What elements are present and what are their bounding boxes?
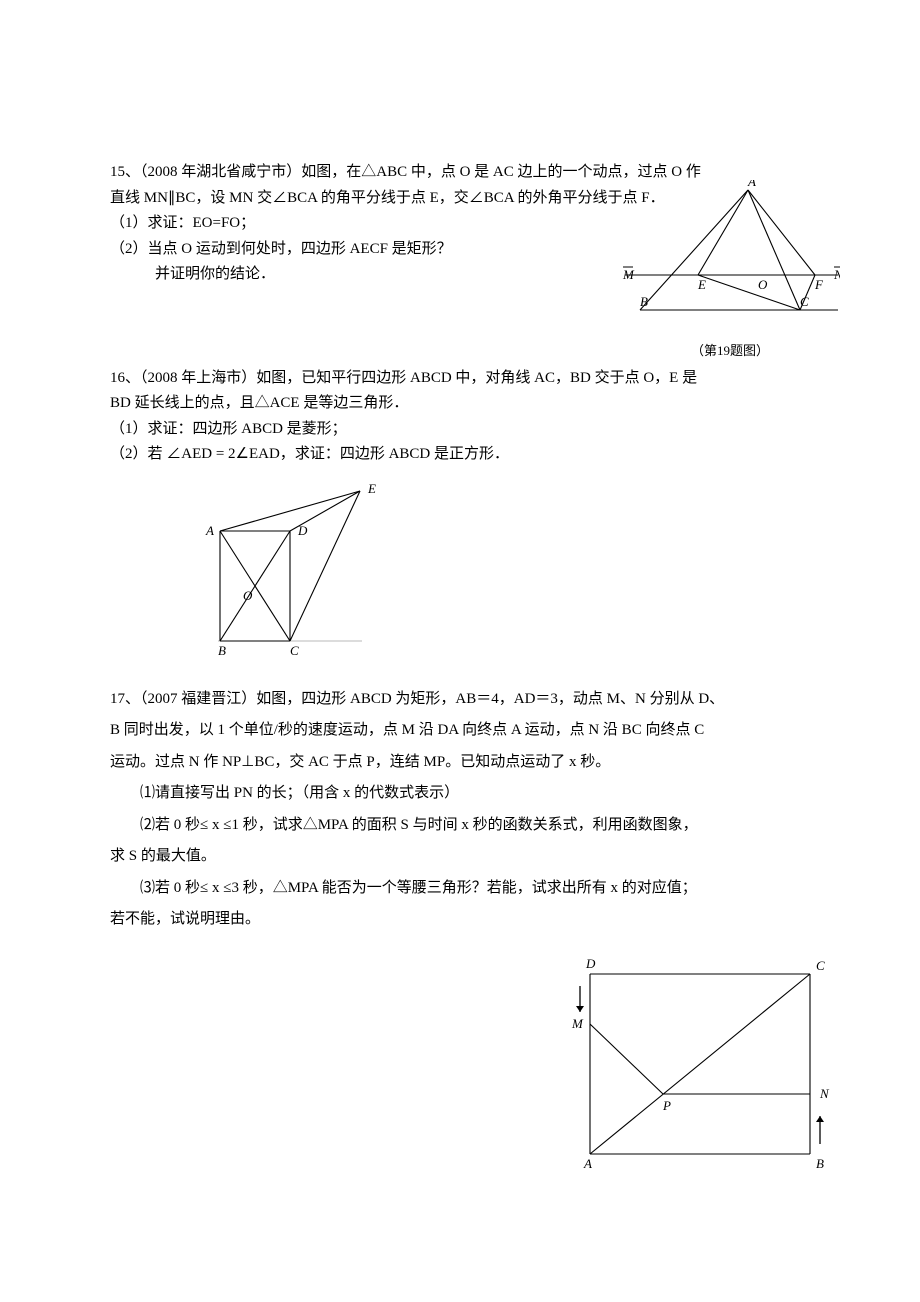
- svg-text:E: E: [697, 277, 706, 292]
- svg-text:C: C: [800, 294, 809, 309]
- svg-text:N: N: [819, 1086, 830, 1101]
- problem-15: 15、（2008 年湖北省咸宁市）如图，在△ABC 中，点 O 是 AC 边上的…: [110, 160, 810, 338]
- svg-text:B: B: [816, 1156, 824, 1171]
- p16-q1: （1）求证：四边形 ABCD 是菱形；: [110, 417, 810, 443]
- svg-text:B: B: [218, 643, 226, 656]
- svg-text:M: M: [622, 267, 635, 282]
- p17-line1: 17、（2007 福建晋江）如图，四边形 ABCD 为矩形，AB＝4，AD＝3，…: [110, 684, 810, 716]
- p16-line1: 16、（2008 年上海市）如图，已知平行四边形 ABCD 中，对角线 AC，B…: [110, 366, 810, 392]
- p15-figure: A B C M N E O F （第19题图）: [620, 180, 840, 362]
- svg-text:P: P: [662, 1098, 671, 1113]
- svg-text:E: E: [367, 481, 376, 496]
- p17-svg: D C A B M N P: [550, 954, 830, 1174]
- p17-line3: 运动。过点 N 作 NP⊥BC，交 AC 于点 P，连结 MP。已知动点运动了 …: [110, 747, 810, 779]
- svg-text:A: A: [583, 1156, 592, 1171]
- svg-text:N: N: [833, 267, 840, 282]
- svg-text:M: M: [571, 1016, 584, 1031]
- p17-line2: B 同时出发，以 1 个单位/秒的速度运动，点 M 沿 DA 向终点 A 运动，…: [110, 715, 810, 747]
- problem-16: 16、（2008 年上海市）如图，已知平行四边形 ABCD 中，对角线 AC，B…: [110, 366, 810, 656]
- svg-text:D: D: [585, 956, 596, 971]
- p17-figure: D C A B M N P: [550, 954, 830, 1187]
- svg-text:O: O: [243, 588, 253, 603]
- svg-text:B: B: [640, 294, 648, 309]
- p15-caption: （第19题图）: [620, 340, 840, 362]
- p17-q3b: 若不能，试说明理由。: [110, 904, 810, 936]
- p17-q2a: ⑵若 0 秒≤ x ≤1 秒，试求△MPA 的面积 S 与时间 x 秒的函数关系…: [110, 810, 810, 842]
- svg-text:A: A: [205, 523, 214, 538]
- p17-q3a: ⑶若 0 秒≤ x ≤3 秒，△MPA 能否为一个等腰三角形？若能，试求出所有 …: [110, 873, 810, 905]
- p15-svg: A B C M N E O F: [620, 180, 840, 330]
- problem-17: 17、（2007 福建晋江）如图，四边形 ABCD 为矩形，AB＝4，AD＝3，…: [110, 684, 810, 976]
- p17-q2b: 求 S 的最大值。: [110, 841, 810, 873]
- svg-text:F: F: [814, 277, 824, 292]
- svg-text:A: A: [747, 180, 756, 189]
- p16-line2: BD 延长线上的点，且△ACE 是等边三角形．: [110, 391, 810, 417]
- p16-q2: （2）若 ∠AED = 2∠EAD，求证：四边形 ABCD 是正方形．: [110, 442, 810, 468]
- svg-text:C: C: [290, 643, 299, 656]
- p16-svg: E A D B C O: [170, 476, 390, 656]
- p17-q1: ⑴请直接写出 PN 的长；（用含 x 的代数式表示）: [110, 778, 810, 810]
- svg-text:D: D: [297, 523, 308, 538]
- svg-text:O: O: [758, 277, 768, 292]
- svg-text:C: C: [816, 958, 825, 973]
